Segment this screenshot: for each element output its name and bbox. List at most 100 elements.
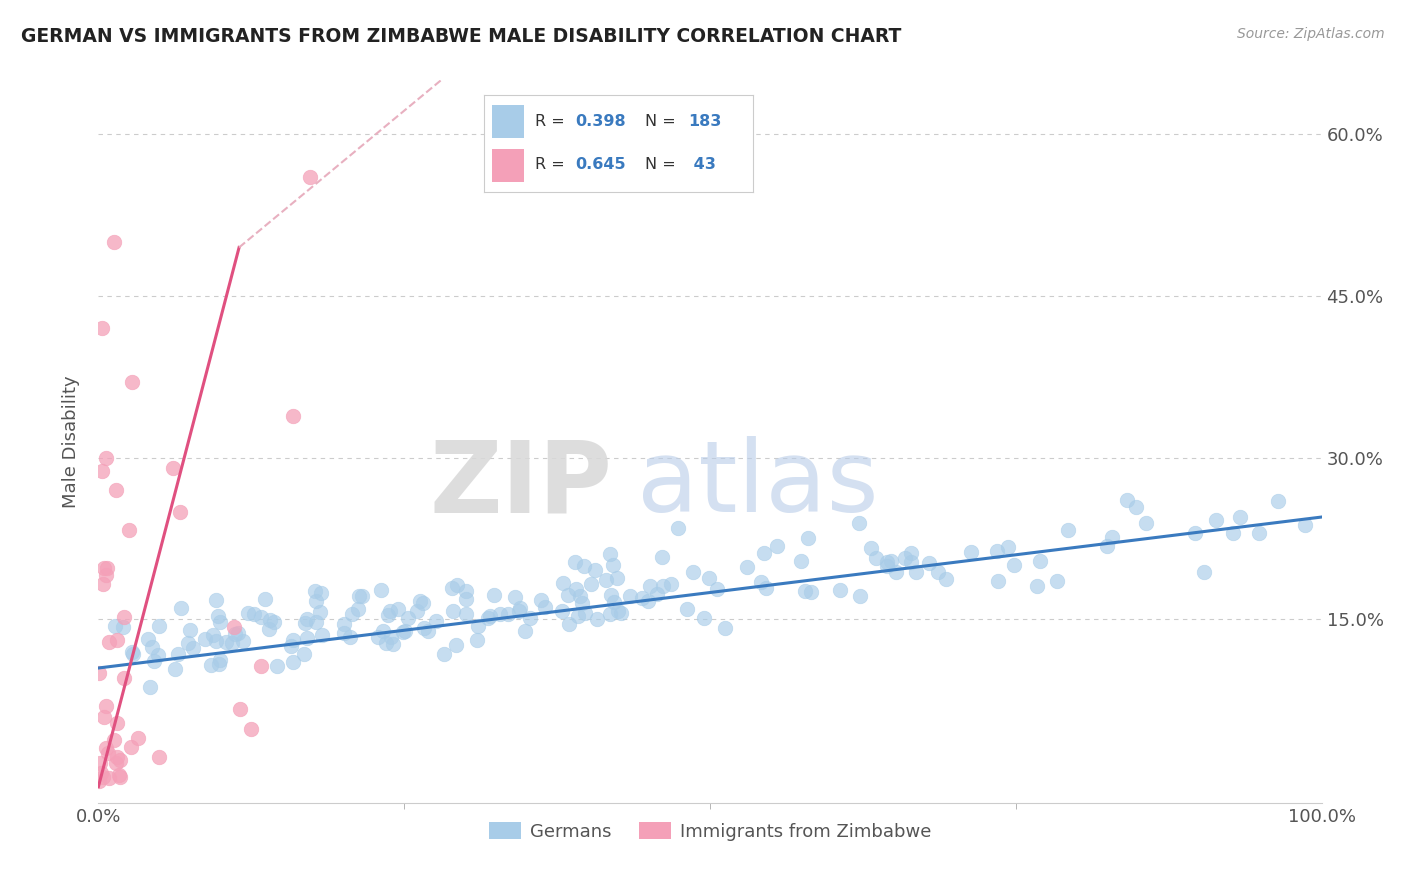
- Point: [238, 606, 260, 620]
- Point: [735, 560, 758, 574]
- Point: [574, 559, 596, 574]
- Point: [441, 604, 464, 618]
- Point: [170, 601, 193, 615]
- Point: [221, 636, 243, 650]
- Point: [209, 615, 232, 629]
- Point: [569, 589, 592, 603]
- Point: [105, 716, 128, 731]
- Point: [94, 741, 117, 756]
- Point: [98, 771, 121, 785]
- Point: [93, 709, 115, 723]
- Point: [1267, 493, 1289, 508]
- Point: [440, 581, 463, 595]
- Point: [1125, 500, 1147, 515]
- Point: [1192, 565, 1215, 579]
- Point: [281, 655, 304, 669]
- Point: [508, 604, 530, 618]
- Point: [571, 596, 593, 610]
- Point: [127, 731, 149, 746]
- Point: [141, 640, 163, 655]
- Point: [697, 572, 720, 586]
- Point: [91, 464, 114, 478]
- Point: [110, 753, 132, 767]
- Point: [120, 740, 142, 755]
- Point: [299, 170, 322, 185]
- Point: [108, 770, 131, 784]
- Point: [308, 605, 330, 619]
- Point: [477, 611, 499, 625]
- Point: [263, 615, 285, 629]
- Point: [479, 608, 502, 623]
- Point: [311, 628, 333, 642]
- Point: [564, 582, 586, 596]
- Point: [148, 648, 170, 663]
- Point: [1045, 574, 1067, 588]
- Point: [259, 613, 281, 627]
- Point: [530, 593, 553, 607]
- Point: [208, 653, 231, 667]
- Point: [567, 609, 589, 624]
- Point: [90, 765, 112, 780]
- Point: [905, 565, 928, 579]
- Point: [606, 604, 628, 618]
- Point: [849, 589, 872, 603]
- Point: [339, 630, 361, 644]
- Point: [91, 770, 114, 784]
- Point: [163, 662, 186, 676]
- Point: [105, 750, 128, 764]
- Point: [394, 624, 416, 639]
- Point: [370, 583, 392, 598]
- Point: [666, 521, 689, 535]
- Point: [202, 628, 225, 642]
- Point: [104, 483, 127, 497]
- Point: [638, 579, 661, 593]
- Point: [1294, 517, 1316, 532]
- Point: [121, 376, 143, 390]
- Point: [652, 578, 675, 592]
- Point: [433, 647, 456, 661]
- Point: [1057, 523, 1080, 537]
- Point: [143, 654, 166, 668]
- Point: [112, 610, 135, 624]
- Point: [257, 622, 280, 636]
- Point: [347, 601, 370, 615]
- Point: [454, 591, 477, 606]
- Point: [378, 604, 401, 618]
- Point: [304, 615, 326, 630]
- Point: [714, 621, 737, 635]
- Point: [181, 640, 204, 655]
- Point: [94, 450, 117, 465]
- Point: [243, 607, 266, 622]
- Point: [533, 600, 555, 615]
- Point: [297, 631, 319, 645]
- Point: [103, 732, 125, 747]
- Point: [169, 505, 191, 519]
- Point: [347, 589, 370, 603]
- Point: [229, 702, 252, 716]
- Point: [1029, 554, 1052, 568]
- Point: [371, 624, 394, 639]
- Point: [148, 619, 170, 633]
- Point: [752, 546, 775, 560]
- Point: [454, 583, 477, 598]
- Point: [87, 774, 110, 789]
- Point: [651, 549, 673, 564]
- Point: [380, 630, 402, 644]
- Point: [465, 632, 488, 647]
- Point: [682, 565, 704, 579]
- Point: [1135, 516, 1157, 531]
- Point: [367, 630, 389, 644]
- Point: [333, 617, 356, 632]
- Point: [204, 634, 226, 648]
- Point: [232, 634, 254, 648]
- Point: [557, 588, 579, 602]
- Point: [647, 587, 669, 601]
- Point: [89, 756, 111, 771]
- Point: [693, 610, 716, 624]
- Point: [860, 541, 883, 555]
- Point: [194, 632, 217, 646]
- Point: [675, 602, 697, 616]
- Point: [659, 577, 682, 591]
- Point: [631, 591, 654, 605]
- Point: [208, 657, 231, 671]
